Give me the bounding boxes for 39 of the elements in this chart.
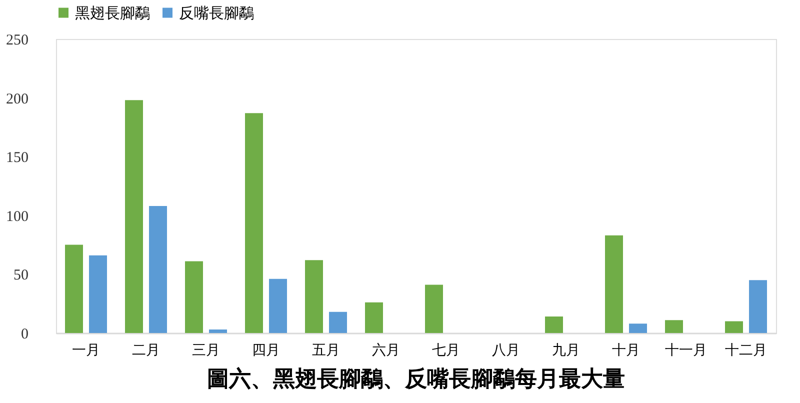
bar (629, 324, 647, 333)
x-tick-label: 十月 (612, 342, 640, 358)
bar (269, 278, 287, 333)
x-tick-label: 十一月 (665, 342, 707, 358)
bar (245, 113, 263, 333)
y-tick-label: 0 (21, 326, 28, 342)
x-tick-label: 一月 (72, 344, 100, 358)
bar (65, 244, 83, 333)
bar (209, 329, 227, 333)
legend-label: 黑翅長腳鷸 (75, 4, 150, 22)
bar (545, 316, 563, 333)
x-tick-label: 六月 (372, 342, 400, 358)
bar (365, 302, 383, 333)
x-tick-label: 四月 (252, 344, 280, 358)
bar (305, 260, 323, 333)
x-tick-label: 五月 (312, 344, 340, 358)
bar (725, 321, 743, 333)
x-tick-label: 七月 (432, 342, 460, 358)
bar (125, 100, 143, 333)
y-tick-label: 200 (6, 91, 28, 108)
x-tick-label: 三月 (192, 344, 220, 358)
bar (185, 261, 203, 333)
y-tick-label: 50 (14, 268, 28, 284)
y-tick-label: 250 (6, 32, 28, 48)
bar (329, 312, 347, 333)
x-tick-label: 十二月 (725, 342, 767, 358)
bar (89, 255, 107, 333)
bar (425, 284, 443, 333)
text: 圖六、黑翅長腳鷸、反嘴長腳鷸每月最大量 (207, 366, 625, 391)
bar (149, 206, 167, 333)
x-tick-label: 九月 (552, 342, 580, 358)
legend-label: 反嘴長腳鷸 (179, 4, 254, 22)
x-tick-label: 八月 (492, 342, 520, 358)
y-tick-label: 100 (6, 208, 28, 225)
bar (749, 280, 767, 333)
bar (605, 235, 623, 333)
bar (665, 320, 683, 333)
x-tick-label: 二月 (132, 344, 160, 358)
y-tick-label: 150 (6, 150, 28, 166)
